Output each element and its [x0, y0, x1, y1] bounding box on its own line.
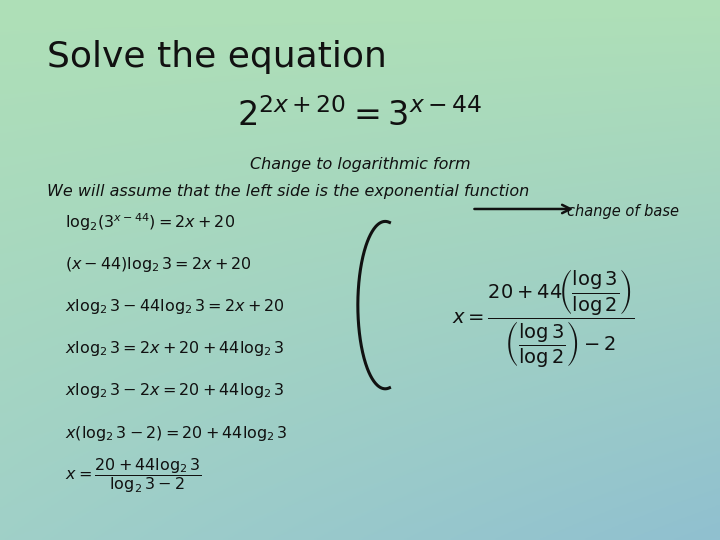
Text: $x = \dfrac{20 + 44\!\left(\dfrac{\log 3}{\log 2}\right)}{\left(\dfrac{\log 3}{\: $x = \dfrac{20 + 44\!\left(\dfrac{\log 3… — [452, 267, 635, 370]
Text: $2^{2x+20} = 3^{x-44}$: $2^{2x+20} = 3^{x-44}$ — [238, 99, 482, 133]
Text: $x \log_2 3 - 2x = 20 + 44\log_2 3$: $x \log_2 3 - 2x = 20 + 44\log_2 3$ — [65, 381, 284, 401]
Text: $(x - 44)\log_2 3 = 2x + 20$: $(x - 44)\log_2 3 = 2x + 20$ — [65, 255, 252, 274]
Text: $x \log_2 3 - 44\log_2 3 = 2x + 20$: $x \log_2 3 - 44\log_2 3 = 2x + 20$ — [65, 297, 284, 316]
Text: $x \log_2 3 = 2x + 20 + 44\log_2 3$: $x \log_2 3 = 2x + 20 + 44\log_2 3$ — [65, 339, 284, 359]
Text: $x\left(\log_2 3 - 2\right)= 20 + 44\log_2 3$: $x\left(\log_2 3 - 2\right)= 20 + 44\log… — [65, 423, 287, 443]
Text: change of base: change of base — [567, 204, 679, 219]
Text: Solve the equation: Solve the equation — [47, 40, 387, 73]
Text: Change to logarithmic form: Change to logarithmic form — [250, 157, 470, 172]
Text: We will assume that the left side is the exponential function: We will assume that the left side is the… — [47, 184, 529, 199]
Text: $x = \dfrac{20 + 44\log_2 3}{\log_2 3 - 2}$: $x = \dfrac{20 + 44\log_2 3}{\log_2 3 - … — [65, 456, 202, 495]
Text: $\log_2\!\left(3^{x-44}\right)= 2x + 20$: $\log_2\!\left(3^{x-44}\right)= 2x + 20$ — [65, 212, 235, 233]
